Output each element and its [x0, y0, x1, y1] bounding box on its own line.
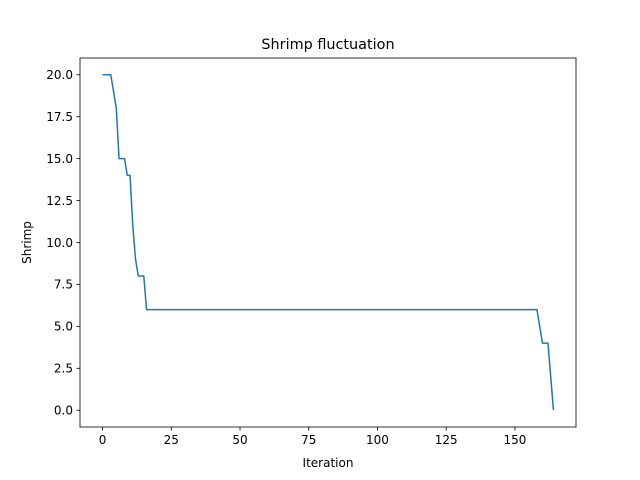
axis-ticks: 0 25 50 75 100 125 150 0.0 2.5 5.0 7.5 10.0 12.5 15.0…	[46, 68, 526, 447]
chart-title: Shrimp fluctuation	[261, 37, 394, 53]
y-tick-label: 15.0	[46, 152, 73, 166]
y-tick-label: 20.0	[46, 68, 73, 82]
y-tick-label: 17.5	[46, 110, 73, 124]
x-tick-label: 50	[232, 433, 247, 447]
x-tick-label: 125	[435, 433, 458, 447]
x-tick-label: 0	[99, 433, 107, 447]
y-tick-label: 2.5	[54, 362, 73, 376]
plot-area	[80, 58, 576, 427]
y-tick-label: 12.5	[46, 194, 73, 208]
y-axis-label: Shrimp	[20, 221, 34, 264]
y-tick-label: 5.0	[54, 320, 73, 334]
series-line	[102, 74, 555, 411]
y-tick-label: 10.0	[46, 236, 73, 250]
x-axis-label: Iteration	[303, 456, 354, 470]
y-tick-label: 7.5	[54, 278, 73, 292]
x-tick-label: 75	[301, 433, 316, 447]
x-tick-label: 150	[504, 433, 527, 447]
y-tick-label: 0.0	[54, 404, 73, 418]
plot-frame	[79, 57, 577, 428]
x-tick-label: 25	[164, 433, 179, 447]
x-tick-label: 100	[366, 433, 389, 447]
